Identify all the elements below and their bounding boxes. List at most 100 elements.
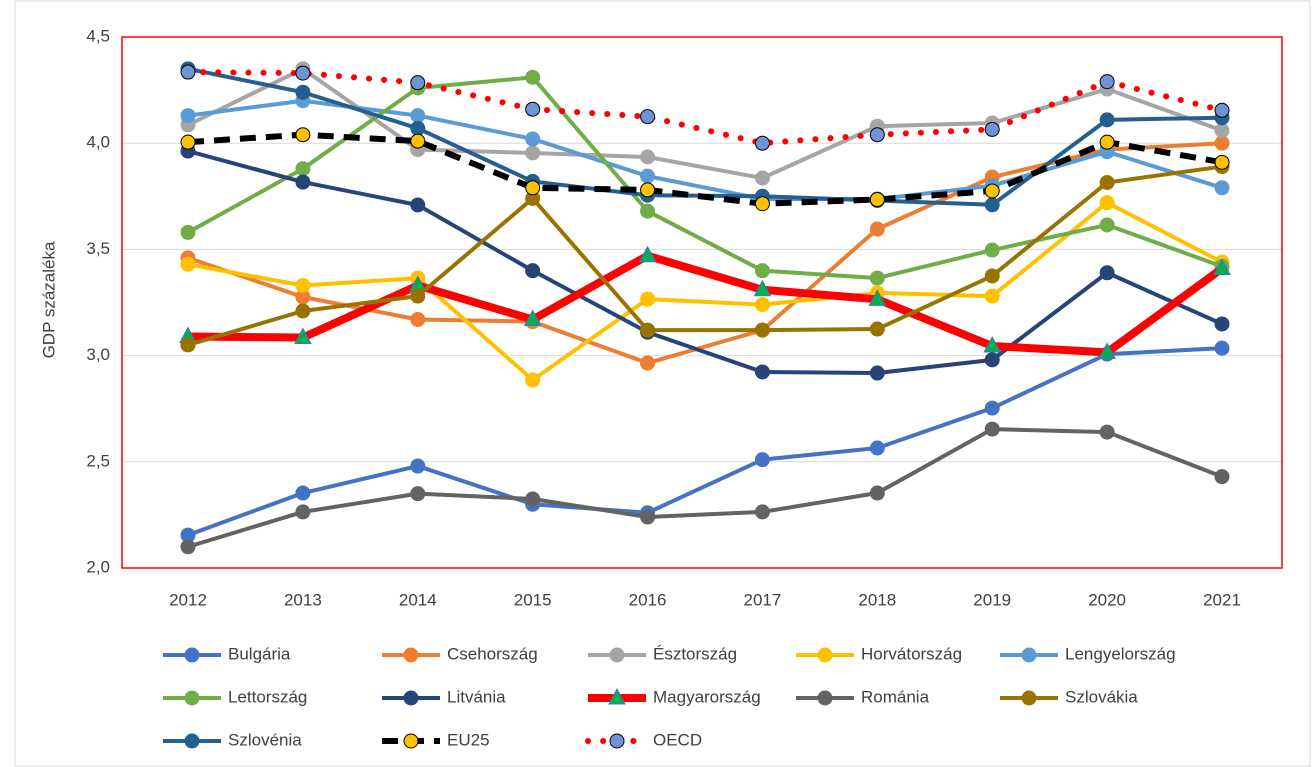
marker xyxy=(869,270,885,286)
marker xyxy=(869,440,885,456)
marker xyxy=(1214,180,1230,196)
marker xyxy=(754,452,770,468)
series-line xyxy=(187,75,1223,281)
marker xyxy=(984,288,1000,304)
marker xyxy=(525,101,541,117)
x-tick-label: 2021 xyxy=(1203,590,1241,609)
marker xyxy=(984,400,1000,416)
legend-marker xyxy=(1021,690,1037,706)
marker xyxy=(984,352,1000,368)
marker xyxy=(525,372,541,388)
legend-label: Románia xyxy=(861,687,930,706)
marker xyxy=(1214,469,1230,485)
legend-marker xyxy=(817,647,833,663)
marker xyxy=(180,337,196,353)
marker xyxy=(180,108,196,124)
marker xyxy=(410,133,426,149)
marker xyxy=(754,504,770,520)
legend-label: OECD xyxy=(653,730,702,749)
marker xyxy=(1099,174,1115,190)
marker xyxy=(1099,195,1115,211)
legend-label: Magyarország xyxy=(653,687,761,706)
marker xyxy=(1099,265,1115,281)
series-line xyxy=(187,131,1223,207)
legend-marker xyxy=(609,733,625,749)
marker xyxy=(295,161,311,177)
legend-marker xyxy=(184,647,200,663)
marker xyxy=(869,127,885,143)
legend-label: Észtország xyxy=(653,644,737,663)
x-tick-label: 2013 xyxy=(284,590,322,609)
marker xyxy=(640,149,656,165)
marker xyxy=(869,221,885,237)
series-line xyxy=(187,346,1223,537)
legend-label: Lengyelország xyxy=(1065,644,1176,663)
marker xyxy=(753,279,772,297)
marker xyxy=(294,327,312,345)
marker xyxy=(640,509,656,525)
y-tick-label: 4,0 xyxy=(86,133,110,152)
marker xyxy=(640,182,656,198)
marker xyxy=(984,421,1000,437)
marker xyxy=(1214,154,1230,170)
marker xyxy=(410,458,426,474)
marker xyxy=(1214,122,1230,138)
marker xyxy=(754,135,770,151)
y-axis-label: GDP százaléka xyxy=(39,241,58,358)
y-tick-label: 2,0 xyxy=(86,557,110,576)
marker xyxy=(754,196,770,212)
legend-marker xyxy=(403,647,419,663)
series-line xyxy=(187,251,1225,357)
marker xyxy=(640,168,656,184)
marker xyxy=(754,364,770,380)
marker xyxy=(1099,112,1115,128)
marker xyxy=(523,309,542,326)
marker xyxy=(1099,134,1115,150)
marker xyxy=(869,365,885,381)
marker xyxy=(410,486,426,502)
marker xyxy=(640,355,656,371)
marker xyxy=(410,120,426,136)
marker xyxy=(640,203,656,219)
marker xyxy=(754,297,770,313)
plot-border xyxy=(121,36,1283,569)
marker xyxy=(295,485,311,501)
marker xyxy=(525,131,541,147)
legend-label: Bulgária xyxy=(228,644,291,663)
legend-marker xyxy=(403,733,419,749)
marker xyxy=(295,65,311,81)
marker xyxy=(640,109,656,125)
y-tick-label: 2,5 xyxy=(86,451,110,470)
marker xyxy=(525,180,541,196)
legend-label: Szlovénia xyxy=(228,730,302,749)
y-tick-label: 3,0 xyxy=(86,345,110,364)
marker xyxy=(410,108,426,124)
x-tick-label: 2018 xyxy=(858,590,896,609)
marker xyxy=(984,268,1000,284)
marker xyxy=(984,242,1000,258)
legend-marker xyxy=(1021,647,1037,663)
marker xyxy=(984,197,1000,213)
legend-label: EU25 xyxy=(447,730,490,749)
marker xyxy=(1214,102,1230,118)
legend-marker xyxy=(184,733,200,749)
legend-label: Csehország xyxy=(447,644,538,663)
x-tick-label: 2019 xyxy=(973,590,1011,609)
marker xyxy=(984,121,1000,137)
marker xyxy=(1099,217,1115,233)
marker xyxy=(1099,424,1115,440)
marker xyxy=(983,335,1002,353)
marker xyxy=(525,69,541,85)
marker xyxy=(410,75,426,91)
marker xyxy=(295,303,311,319)
series-line xyxy=(187,98,1223,202)
marker xyxy=(180,256,196,272)
marker xyxy=(525,263,541,279)
marker xyxy=(869,321,885,337)
marker xyxy=(180,539,196,555)
marker xyxy=(1098,342,1116,359)
marker xyxy=(295,127,311,143)
series-line xyxy=(187,149,1223,376)
x-tick-label: 2014 xyxy=(399,590,437,609)
marker xyxy=(1214,316,1230,332)
